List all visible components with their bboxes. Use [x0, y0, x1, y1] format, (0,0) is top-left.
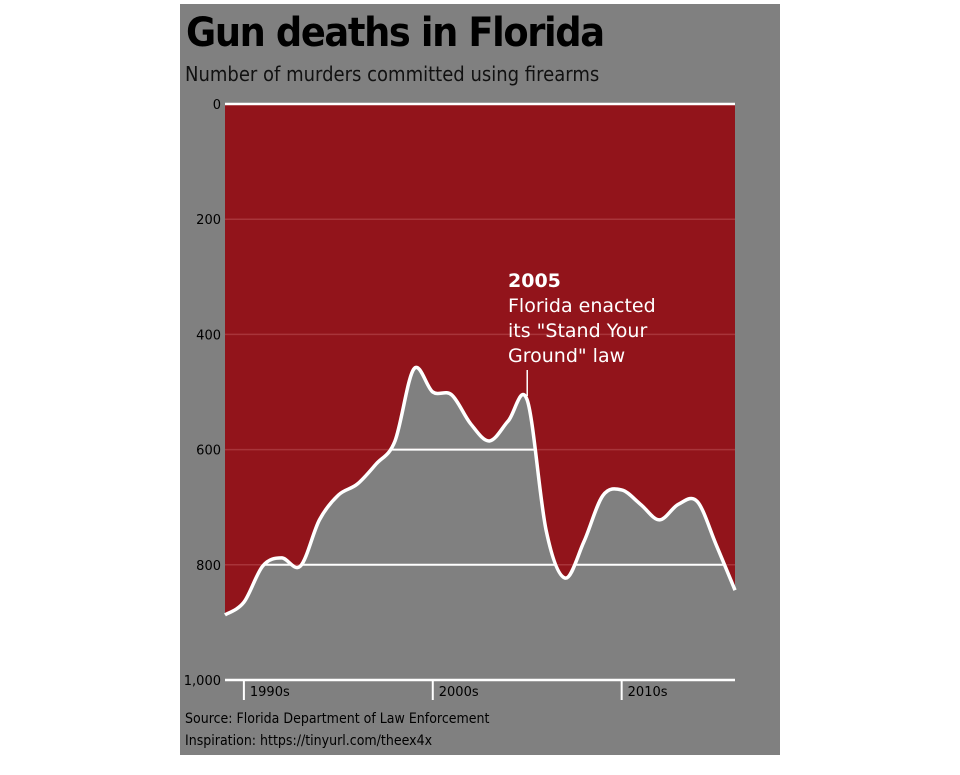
annotation-line-1: Florida enacted [508, 295, 656, 317]
x-tick-label-2000: 2000s [439, 685, 479, 700]
x-tick-label-1990: 1990s [250, 685, 290, 700]
annotation-line-2: its "Stand Your [508, 320, 647, 342]
annotation-line-3: Ground" law [508, 345, 625, 367]
source-note: Source: Florida Department of Law Enforc… [185, 711, 490, 727]
chart-subtitle: Number of murders committed using firear… [185, 62, 600, 86]
y-tick-label-800: 800 [196, 559, 221, 574]
inspiration-note: Inspiration: https://tinyurl.com/theex4x [185, 733, 433, 749]
chart-panel: Gun deaths in Florida Number of murders … [180, 4, 780, 755]
y-tick-label-600: 600 [196, 444, 221, 459]
annotation-year: 2005 [508, 270, 561, 292]
y-tick-label-0: 0 [213, 98, 221, 113]
y-tick-label-200: 200 [196, 213, 221, 228]
chart-svg: 0 200 400 600 800 1,000 1990s 2000s 2010s 2005 Flo… [184, 98, 737, 700]
chart-title: Gun deaths in Florida [186, 10, 605, 56]
area-fill [225, 104, 735, 615]
y-tick-label-400: 400 [196, 328, 221, 343]
plot-area: 0 200 400 600 800 1,000 1990s 2000s 2010s 2005 Flo… [184, 98, 737, 700]
series-line [224, 365, 737, 617]
x-tick-label-2010: 2010s [628, 685, 668, 700]
y-tick-label-1000: 1,000 [184, 674, 221, 689]
